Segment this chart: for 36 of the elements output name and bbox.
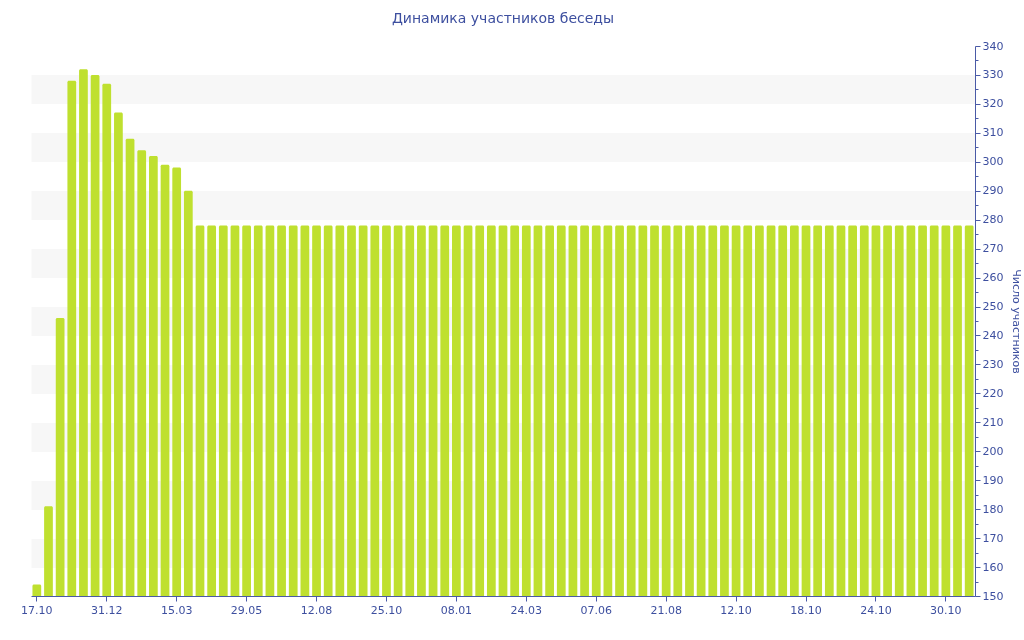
chart-title: Динамика участников беседы bbox=[391, 10, 615, 26]
x-tick-label: 24.10 bbox=[860, 603, 892, 617]
y-axis-title: Число участников bbox=[1010, 269, 1024, 374]
x-tick-label: 15.03 bbox=[160, 603, 193, 617]
y-tick-label: 220 bbox=[982, 386, 1004, 400]
x-tick-label: 12.10 bbox=[720, 603, 752, 617]
x-tick-label: 25.10 bbox=[370, 603, 403, 617]
y-tick-label: 230 bbox=[982, 357, 1004, 371]
y-tick-label: 200 bbox=[982, 444, 1004, 458]
y-tick-label: 250 bbox=[982, 300, 1004, 314]
x-tick-label: 24.03 bbox=[510, 603, 543, 617]
y-tick-label: 270 bbox=[982, 242, 1004, 256]
x-tick-label: 18.10 bbox=[790, 603, 822, 617]
y-tick-label: 330 bbox=[982, 68, 1004, 82]
y-tick-label: 320 bbox=[982, 97, 1004, 111]
x-tick-label: 29.05 bbox=[230, 603, 263, 617]
y-tick-label: 170 bbox=[982, 531, 1004, 545]
y-tick-label: 240 bbox=[982, 328, 1004, 342]
x-tick-label: 12.08 bbox=[300, 603, 333, 617]
y-tick-label: 190 bbox=[982, 473, 1004, 487]
y-tick-label: 280 bbox=[982, 213, 1004, 227]
y-tick-label: 290 bbox=[982, 184, 1004, 198]
y-tick-label: 180 bbox=[982, 502, 1004, 516]
x-tick-label: 17.10 bbox=[21, 603, 53, 617]
x-tick-label: 07.06 bbox=[580, 603, 612, 617]
x-tick-label: 21.08 bbox=[650, 603, 682, 617]
y-tick-label: 260 bbox=[982, 271, 1004, 285]
y-tick-label: 150 bbox=[982, 589, 1004, 603]
y-tick-label: 310 bbox=[982, 126, 1004, 140]
x-tick-label: 31.12 bbox=[91, 603, 123, 617]
y-tick-label: 340 bbox=[982, 39, 1004, 53]
y-tick-label: 160 bbox=[982, 560, 1004, 574]
x-tick-label: 08.01 bbox=[440, 603, 473, 617]
y-tick-label: 210 bbox=[982, 415, 1004, 429]
y-tick-label: 300 bbox=[982, 155, 1004, 169]
x-tick-label: 30.10 bbox=[930, 603, 962, 617]
